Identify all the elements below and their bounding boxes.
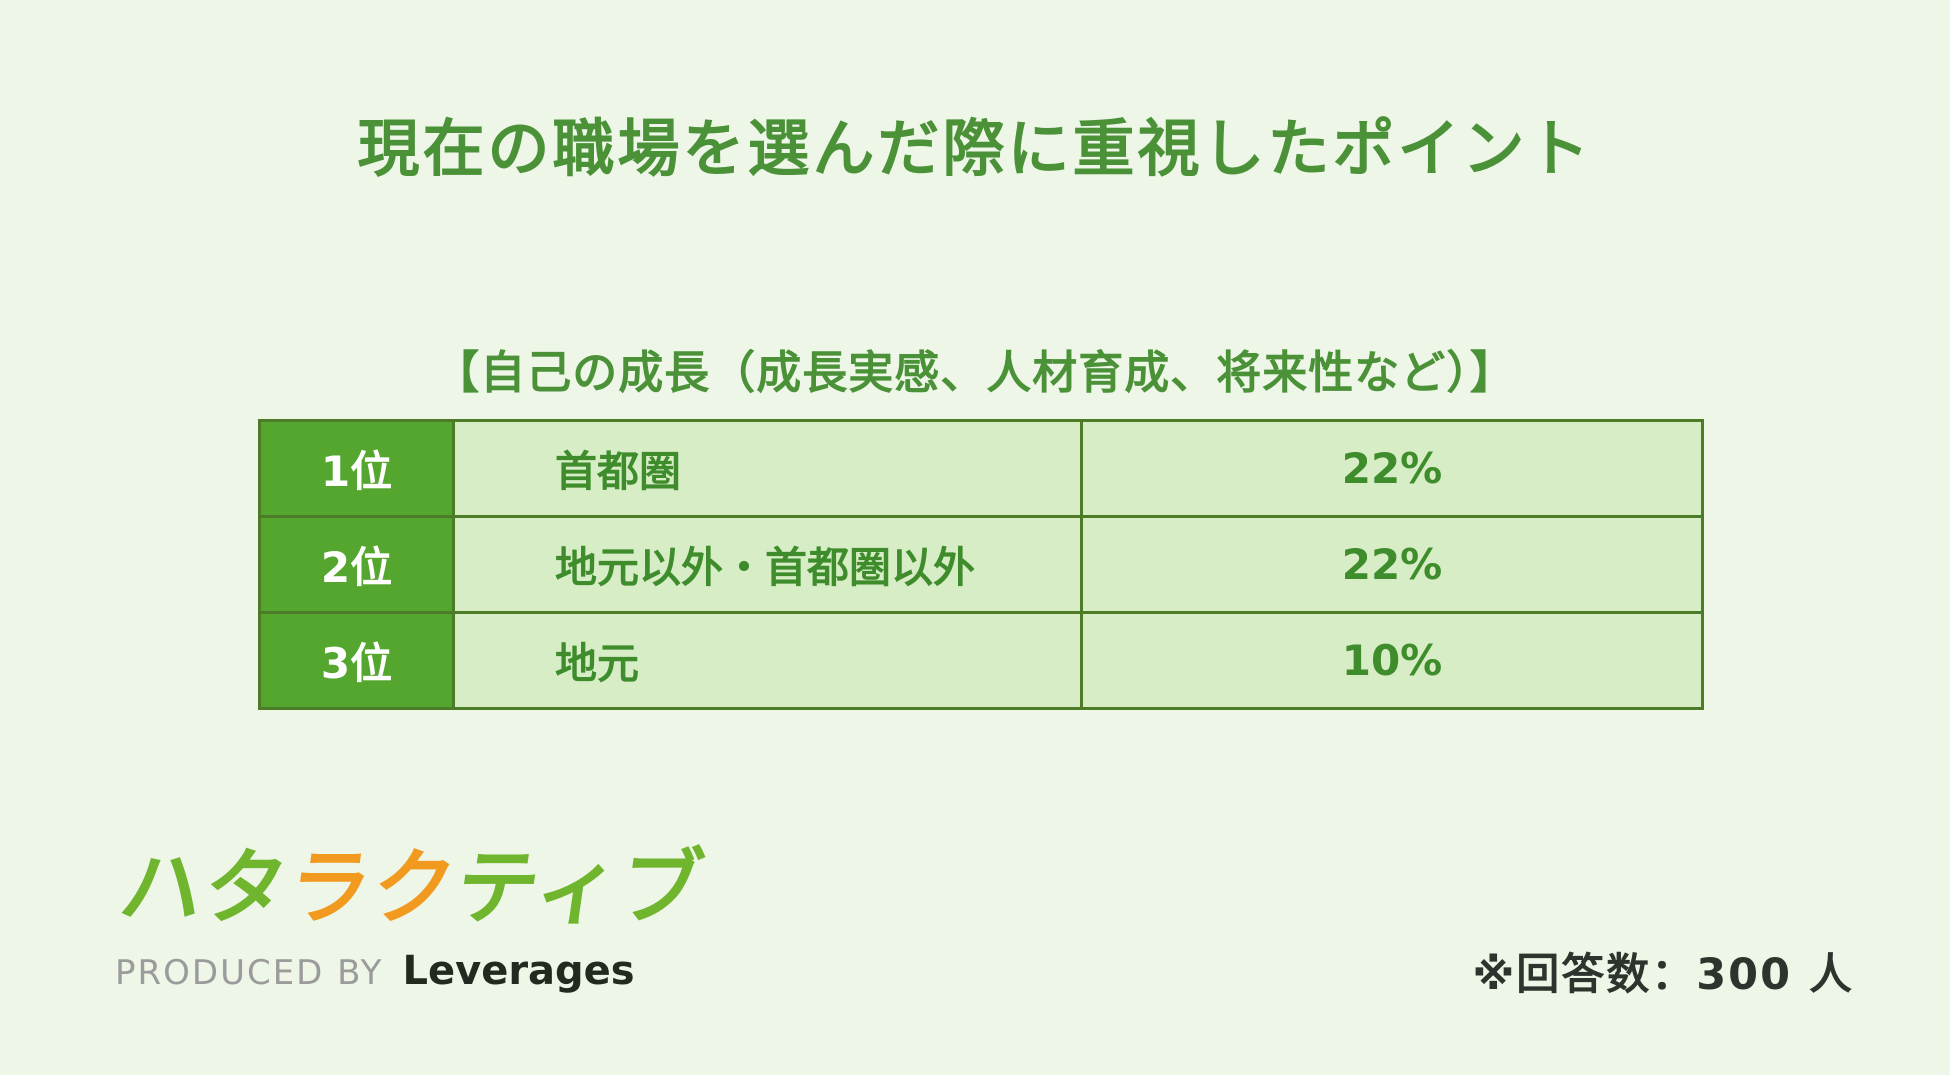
logo-char: タ — [198, 841, 296, 936]
category-subtitle: 【自己の成長（成長実感、人材育成、将来性など）】 — [434, 346, 1516, 399]
logo-char: ラ — [282, 841, 380, 936]
brand-logo: ハタラクティブ PRODUCED BY Leverages — [114, 841, 711, 994]
table-row: 2位 地元以外・首都圏以外 22% — [258, 515, 1704, 614]
item-label: 首都圏 — [452, 419, 1083, 518]
logo-char: ィ — [529, 841, 627, 936]
value-percent: 22% — [1080, 419, 1704, 518]
rank-badge: 2位 — [258, 515, 455, 614]
rank-badge: 3位 — [258, 611, 455, 710]
logo-char: テ — [450, 841, 543, 936]
item-label: 地元 — [452, 611, 1083, 710]
value-percent: 10% — [1080, 611, 1704, 710]
table-row: 3位 地元 10% — [258, 611, 1704, 710]
table-row: 1位 首都圏 22% — [258, 419, 1704, 518]
leverages-wordmark: Leverages — [402, 948, 635, 994]
hatarakutive-logo: ハタラクティブ — [114, 841, 711, 936]
logo-char: ブ — [613, 841, 711, 936]
page-title: 現在の職場を選んだ際に重視したポイント — [357, 112, 1593, 185]
item-label: 地元以外・首都圏以外 — [452, 515, 1083, 614]
rank-badge: 1位 — [258, 419, 455, 518]
logo-char: ハ — [114, 841, 212, 936]
produced-by-line: PRODUCED BY Leverages — [115, 948, 698, 994]
ranking-table: 1位 首都圏 22% 2位 地元以外・首都圏以外 22% 3位 地元 10% — [258, 419, 1704, 710]
value-percent: 22% — [1080, 515, 1704, 614]
produced-by-label: PRODUCED BY — [115, 953, 384, 993]
sample-size-note: ※回答数：300 人 — [1472, 950, 1854, 1000]
logo-char: ク — [366, 841, 464, 936]
